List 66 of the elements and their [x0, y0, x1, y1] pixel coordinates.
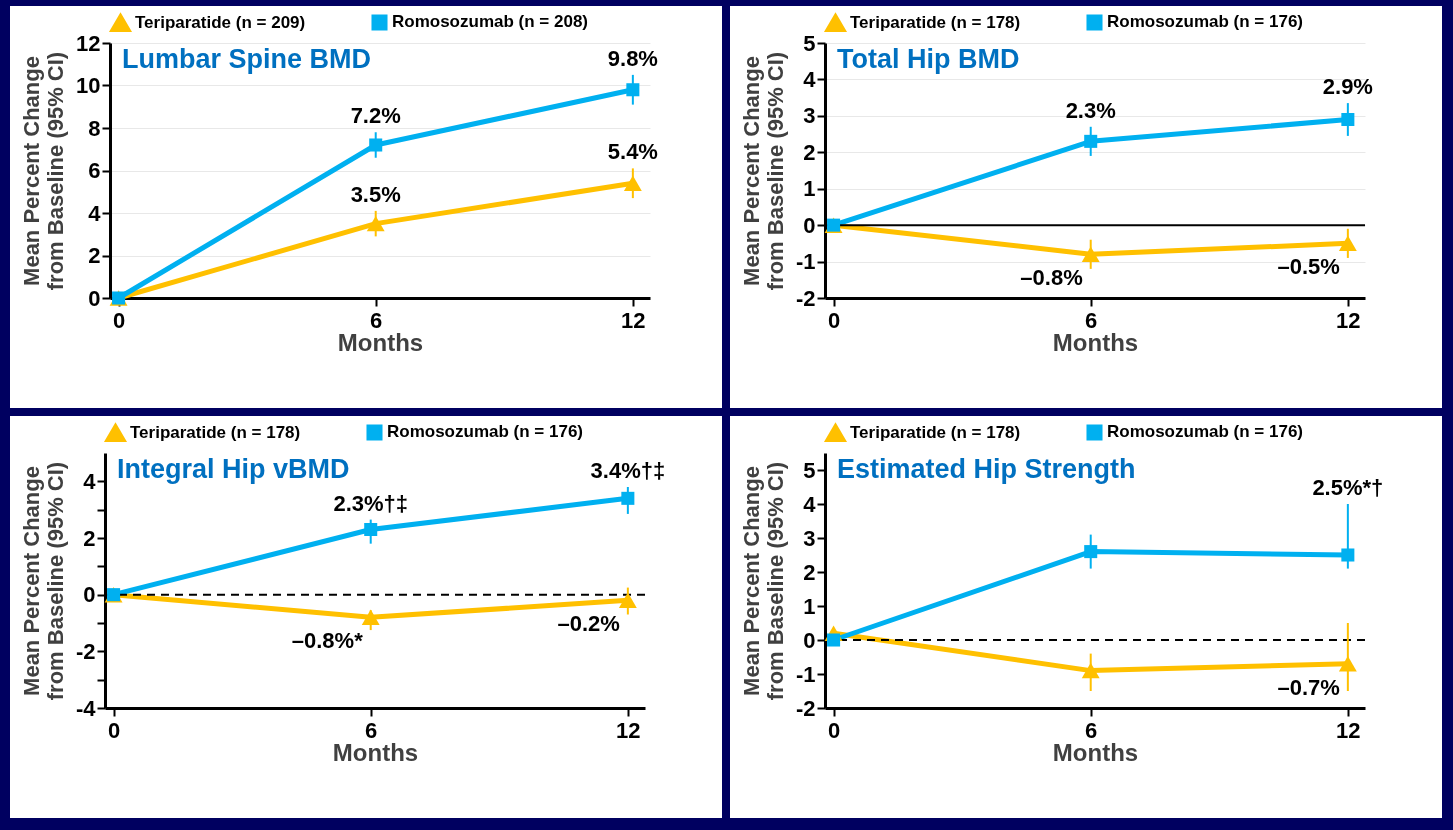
data-label: –0.7%	[1277, 674, 1340, 700]
data-label: –0.2%	[557, 611, 620, 637]
data-label: 2.5%*†	[1312, 475, 1384, 500]
y-tick-label: 2	[88, 243, 101, 268]
data-label: 3.4%†‡	[590, 458, 666, 483]
y-tick-label: 5	[803, 457, 816, 483]
y-tick-label: 5	[803, 30, 816, 56]
y-tick-label: 3	[803, 103, 816, 129]
data-label: 7.2%	[350, 103, 401, 129]
legend-label: Teriparatide (n = 178)	[850, 422, 1021, 442]
data-label: 2.9%	[1322, 74, 1373, 100]
y-axis-title: Mean Percent Change from Baseline (95% CI)	[18, 461, 68, 701]
x-tick-label: 12	[621, 307, 646, 333]
legend-label: Romosozumab (n = 176)	[387, 422, 584, 442]
y-tick-label: 2	[803, 559, 816, 585]
y-axis-title: Mean Percent Change from Baseline (95% CI)	[19, 51, 69, 291]
y-tick-label: 10	[76, 73, 101, 98]
y-tick-label: 3	[803, 525, 816, 551]
x-tick-label: 12	[1336, 307, 1361, 333]
chart-title: Lumbar Spine BMD	[122, 44, 372, 74]
legend-label: Romosozumab (n = 176)	[1107, 422, 1304, 442]
y-tick-label: -4	[75, 695, 97, 721]
data-label: –0.8%	[1020, 265, 1083, 291]
x-tick-label: 0	[827, 307, 841, 333]
chart-title: Estimated Hip Strength	[837, 454, 1136, 484]
y-tick-label: 1	[803, 176, 816, 202]
y-tick-label: 2	[803, 139, 816, 165]
y-tick-label: 0	[83, 582, 96, 608]
x-tick-label: 12	[1336, 717, 1361, 743]
data-label: 5.4%	[607, 139, 658, 165]
data-label: 9.8%	[607, 45, 658, 71]
legend-label: Teriparatide (n = 209)	[135, 12, 306, 32]
y-tick-label: -2	[795, 285, 816, 311]
y-axis-title: Mean Percent Change from Baseline (95% CI)	[738, 461, 788, 701]
y-tick-label: 0	[803, 627, 816, 653]
data-label: –0.8%*	[291, 628, 364, 654]
y-tick-label: 0	[88, 285, 101, 311]
chart-title: Integral Hip vBMD	[117, 454, 350, 484]
legend-label: Romosozumab (n = 176)	[1107, 12, 1304, 32]
data-label: 3.5%	[350, 181, 401, 207]
y-tick-label: -2	[795, 695, 816, 721]
legend-label: Teriparatide (n = 178)	[850, 12, 1021, 32]
y-tick-label: 4	[88, 200, 102, 226]
x-tick-label: 0	[112, 307, 126, 333]
y-tick-label: 4	[83, 468, 97, 494]
legend-label: Teriparatide (n = 178)	[130, 422, 301, 442]
data-label: 2.3%	[1065, 97, 1116, 123]
chart-title: Total Hip BMD	[837, 44, 1020, 74]
y-tick-label: 12	[76, 30, 101, 56]
y-tick-label: -2	[75, 638, 96, 664]
y-tick-label: 1	[803, 593, 816, 619]
x-tick-label: 0	[827, 717, 841, 743]
y-tick-label: -1	[795, 661, 816, 687]
y-axis-title: Mean Percent Change from Baseline (95% CI)	[738, 51, 788, 291]
y-tick-label: 2	[83, 525, 96, 551]
y-tick-label: 6	[88, 158, 101, 183]
y-tick-label: 4	[803, 66, 817, 92]
y-tick-label: -1	[795, 249, 816, 275]
data-label: –0.5%	[1277, 254, 1340, 280]
y-tick-label: 4	[803, 491, 817, 517]
data-label: 2.3%†‡	[333, 490, 409, 516]
x-tick-label: 0	[107, 717, 121, 743]
legend-label: Romosozumab (n = 208)	[392, 12, 589, 32]
y-tick-label: 0	[803, 212, 816, 238]
x-tick-label: 12	[616, 717, 641, 743]
y-tick-label: 8	[88, 115, 101, 141]
